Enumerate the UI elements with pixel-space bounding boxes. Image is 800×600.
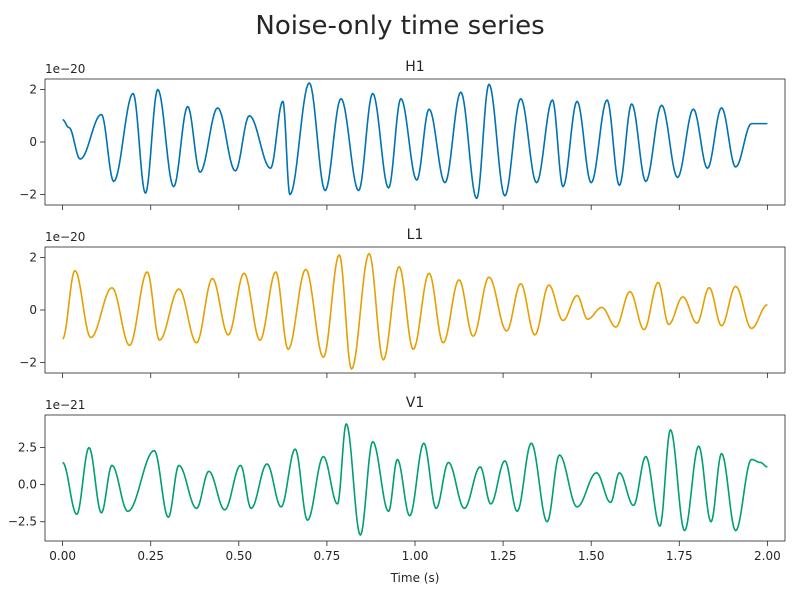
- v1-offset-label: 1e−21: [45, 398, 85, 412]
- l1-offset-label: 1e−20: [45, 230, 85, 244]
- h1-y-tick-label: 0: [29, 135, 37, 149]
- v1-series-line: [62, 423, 768, 536]
- x-tick-label: 0.50: [225, 549, 252, 563]
- h1-y-tick-label: −2: [19, 188, 37, 202]
- h1-y-tick-label: 2: [29, 83, 37, 97]
- x-tick-label: 0.00: [49, 549, 76, 563]
- h1-series-line: [62, 82, 768, 200]
- h1-offset-label: 1e−20: [45, 62, 85, 76]
- v1-y-tick-label: 2.5: [18, 441, 37, 455]
- l1-panel-title: L1: [407, 227, 424, 243]
- v1-panel-title: V1: [406, 395, 424, 411]
- l1-axes-frame: [44, 246, 786, 374]
- x-tick-label: 0.75: [314, 549, 341, 563]
- x-axis-label: Time (s): [390, 571, 440, 585]
- v1-y-tick-label: −2.5: [8, 515, 37, 529]
- x-tick-label: 1.50: [578, 549, 605, 563]
- x-tick-label: 1.00: [402, 549, 429, 563]
- x-tick-label: 2.00: [754, 549, 781, 563]
- l1-series-line: [62, 252, 768, 370]
- chart-suptitle: Noise-only time series: [255, 11, 544, 41]
- l1-y-tick-label: −2: [19, 356, 37, 370]
- l1-y-tick-label: 2: [29, 251, 37, 265]
- x-tick-label: 1.75: [666, 549, 693, 563]
- v1-axes-frame: [44, 414, 786, 542]
- v1-y-tick-label: 0.0: [18, 478, 37, 492]
- x-tick-label: 0.25: [137, 549, 164, 563]
- h1-panel-title: H1: [405, 59, 424, 75]
- x-tick-label: 1.25: [490, 549, 517, 563]
- panels: H1 1e−20 −2 0 2 L1 1e−20 −2 0 2 V1 1e−21 −2.5 0.0 2.5 0…: [8, 59, 786, 563]
- l1-y-tick-label: 0: [29, 303, 37, 317]
